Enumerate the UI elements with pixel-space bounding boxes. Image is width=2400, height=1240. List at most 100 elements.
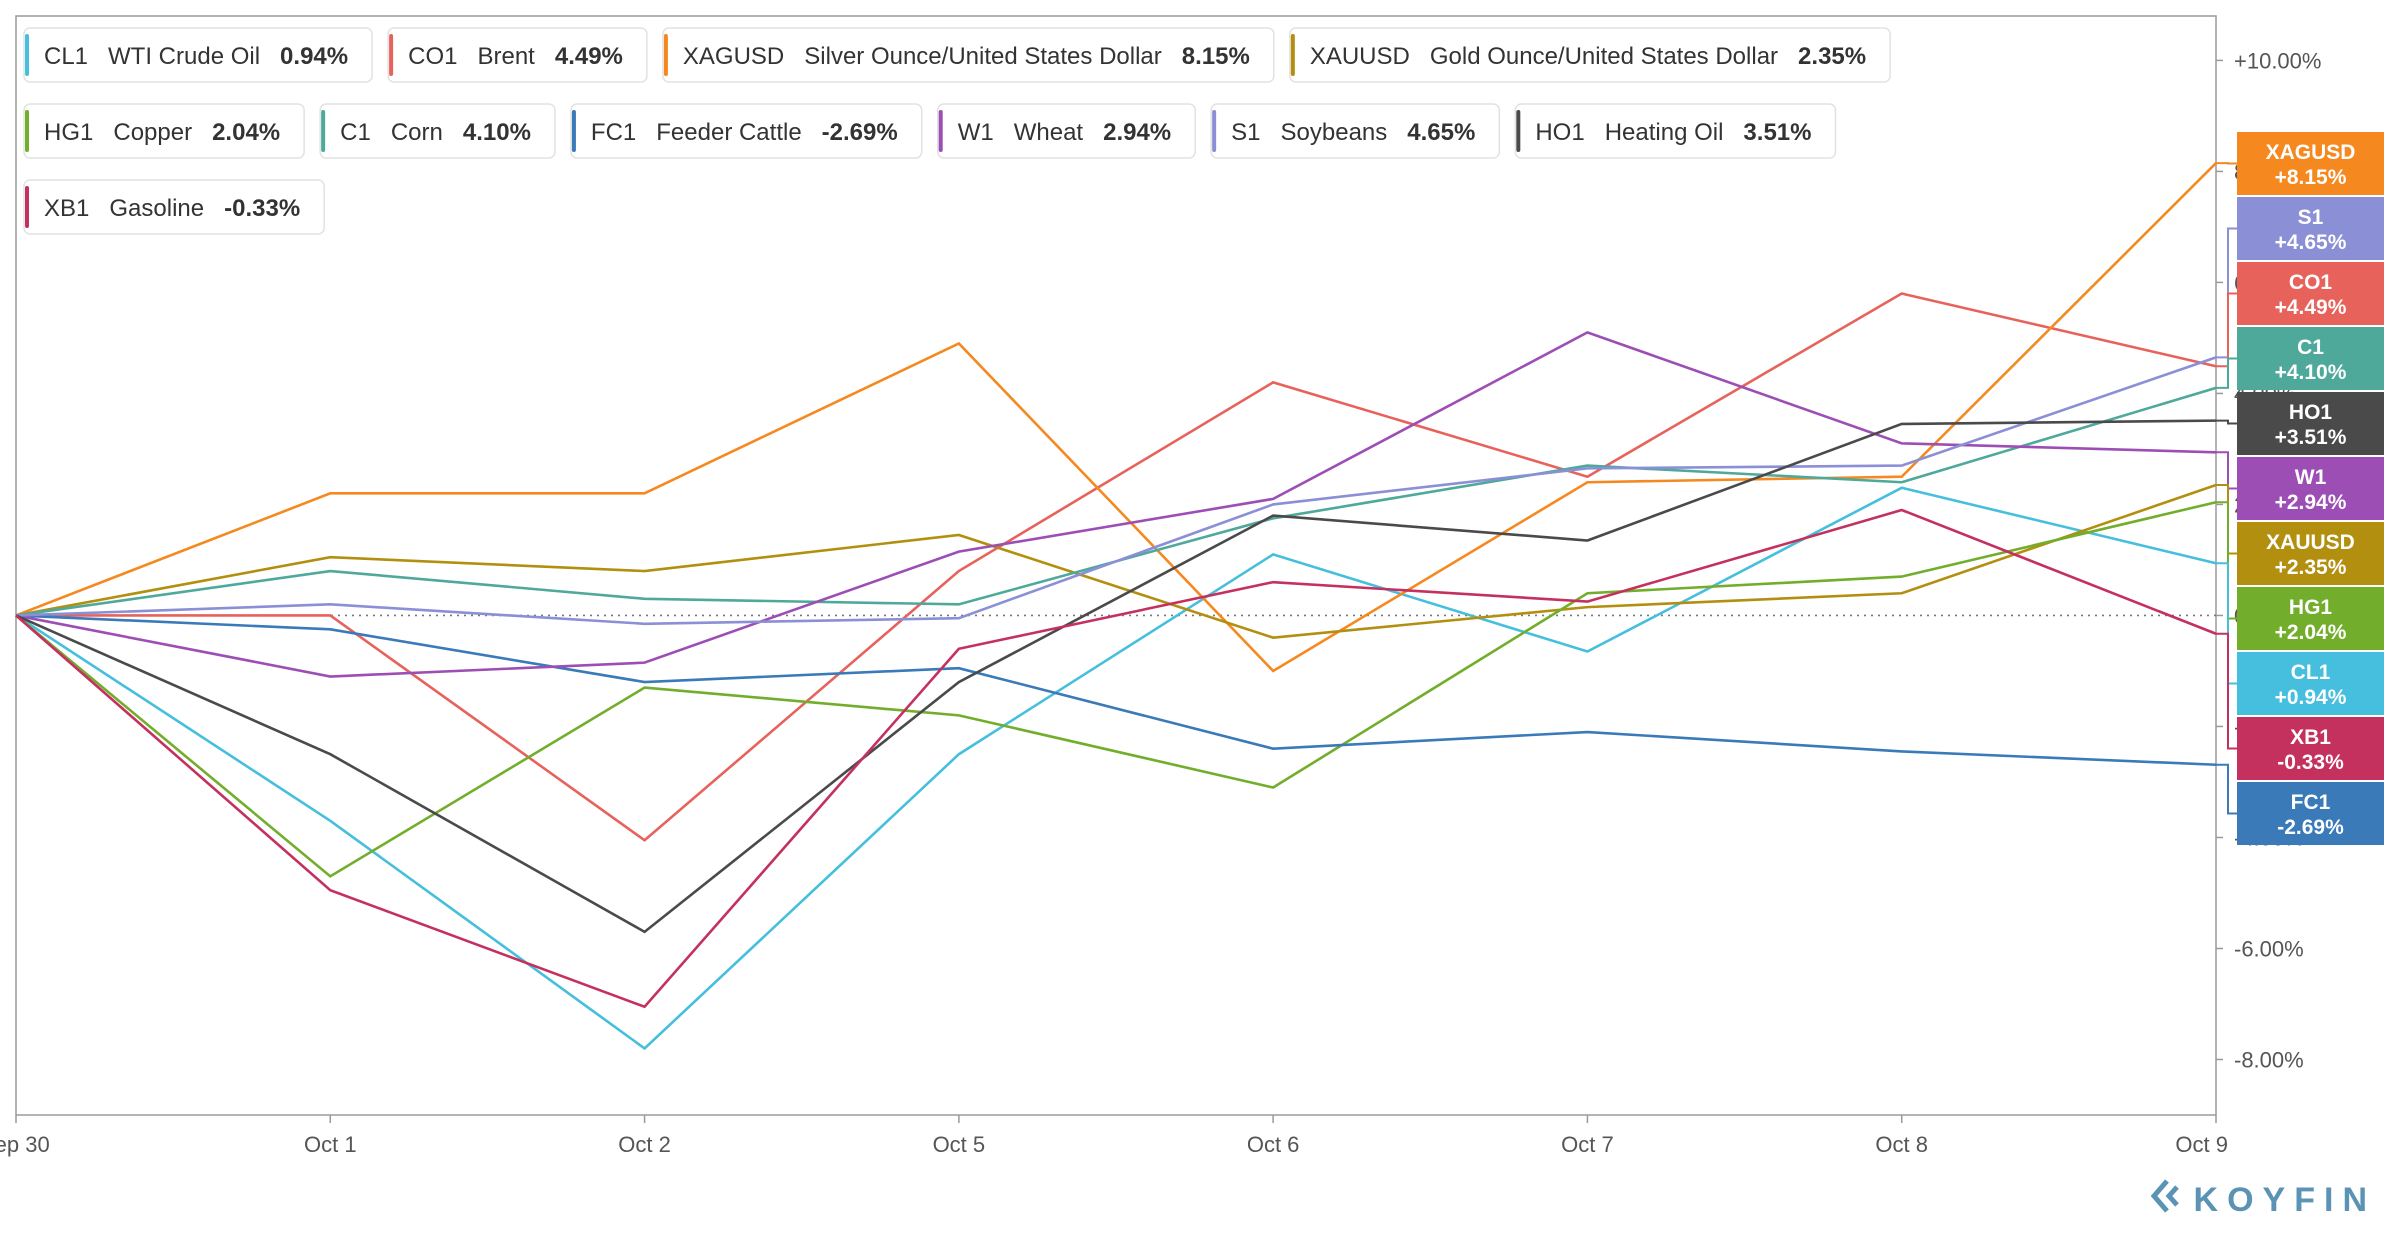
x-tick-label: Oct 7 <box>1561 1132 1614 1157</box>
legend-change: 4.49% <box>555 43 623 70</box>
tag-code: XB1 <box>2290 726 2331 749</box>
last-value-tag-hg1 <box>2237 587 2384 650</box>
series-line-xb1 <box>15 508 2217 1009</box>
legend-name: Brent <box>477 43 535 70</box>
series-line-w1 <box>15 330 2217 678</box>
last-value-tag-xagusd <box>2237 132 2384 195</box>
legend-name: Soybeans <box>1281 119 1388 146</box>
legend-chip-bg <box>936 103 1196 159</box>
tag-change: -0.33% <box>2277 751 2344 774</box>
koyfin-logo: KOYFIN <box>2150 1179 2376 1222</box>
x-tick-label: Oct 5 <box>933 1132 986 1157</box>
tag-connector <box>2216 357 2237 389</box>
legend-chip-bg <box>387 27 648 83</box>
legend-item-co1[interactable]: CO1 Brent 4.49% <box>387 27 648 83</box>
tag-connector <box>2216 763 2237 815</box>
last-value-tag-xauusd <box>2237 522 2384 585</box>
tag-connector <box>2216 451 2237 490</box>
series-line-fc1 <box>15 614 2217 767</box>
x-axis: Sep 30 Oct 1 Oct 2 Oct 5 Oct 6 Oct 7 Oct 8 Oct … <box>0 1115 2228 1157</box>
legend-color-swatch <box>1290 34 1295 76</box>
legend-chip-bg <box>1514 103 1837 159</box>
legend-chip-bg <box>319 103 556 159</box>
legend-change: 2.04% <box>212 119 280 146</box>
tag-code: W1 <box>2295 466 2327 489</box>
series-line-hg1 <box>15 500 2217 878</box>
legend-change: 2.94% <box>1103 119 1171 146</box>
tag-code: C1 <box>2297 336 2324 359</box>
tag-code: XAUUSD <box>2266 531 2355 554</box>
last-value-tag-c1 <box>2237 327 2384 390</box>
legend-name: Silver Ounce/United States Dollar <box>804 43 1162 70</box>
legend-name: Corn <box>391 119 443 146</box>
x-tick-label: Oct 6 <box>1247 1132 1300 1157</box>
x-tick-label: Oct 1 <box>304 1132 357 1157</box>
legend-chip-bg <box>1289 27 1891 83</box>
series-line-ho1 <box>15 419 2217 934</box>
legend-item-xauusd[interactable]: XAUUSD Gold Ounce/United States Dollar 2.3… <box>1289 27 1891 83</box>
legend-item-xb1[interactable]: XB1 Gasoline -0.33% <box>23 179 325 235</box>
legend-item-fc1[interactable]: FC1 Feeder Cattle -2.69% <box>570 103 923 159</box>
tag-change: -2.69% <box>2277 816 2344 839</box>
last-value-tag-w1 <box>2237 457 2384 520</box>
legend-change: 2.35% <box>1798 43 1866 70</box>
tag-connector <box>2216 292 2237 368</box>
legend-color-swatch <box>25 34 29 76</box>
x-tick-label: Oct 9 <box>2175 1132 2228 1157</box>
x-tick-label: Oct 2 <box>618 1132 671 1157</box>
legend-color-swatch <box>571 110 576 152</box>
legend-code: S1 <box>1231 119 1260 146</box>
legend-color-swatch <box>25 110 29 152</box>
tag-code: S1 <box>2298 206 2324 229</box>
tag-change: +4.10% <box>2275 361 2347 384</box>
series-line-co1 <box>16 292 2217 842</box>
legend-name: WTI Crude Oil <box>108 43 260 70</box>
legend-change: -2.69% <box>822 119 898 146</box>
legend-item-w1[interactable]: W1 Wheat 2.94% <box>936 103 1196 159</box>
legend-change: 4.65% <box>1407 119 1475 146</box>
legend-code: CL1 <box>44 43 88 70</box>
legend-chip-bg <box>570 103 923 159</box>
legend: CL1 WTI Crude Oil 0.94% CO1 Brent 4.49% XAGUSD… <box>23 27 1891 235</box>
tag-code: HO1 <box>2289 401 2333 424</box>
plot-frame <box>15 15 2217 1116</box>
tag-change: +4.49% <box>2275 296 2347 319</box>
tag-code: CO1 <box>2289 271 2333 294</box>
legend-item-hg1[interactable]: HG1 Copper 2.04% <box>23 103 305 159</box>
series-line-cl1 <box>15 486 2217 1051</box>
legend-item-xagusd[interactable]: XAGUSD Silver Ounce/United States Dollar 8… <box>662 27 1275 83</box>
legend-item-cl1[interactable]: CL1 WTI Crude Oil 0.94% <box>23 27 373 83</box>
legend-name: Gasoline <box>109 195 204 222</box>
tag-change: +2.35% <box>2275 556 2347 579</box>
legend-color-swatch <box>1212 110 1217 152</box>
tag-change: +4.65% <box>2275 231 2347 254</box>
legend-change: 0.94% <box>280 43 348 70</box>
legend-code: HG1 <box>44 119 93 146</box>
legend-name: Gold Ounce/United States Dollar <box>1430 43 1778 70</box>
series-line-xagusd <box>15 162 2217 673</box>
tag-code: HG1 <box>2289 596 2333 619</box>
legend-name: Feeder Cattle <box>656 119 801 146</box>
tag-change: +8.15% <box>2275 166 2347 189</box>
brand-name: KOYFIN <box>2193 1181 2376 1219</box>
legend-chip-bg <box>23 27 373 83</box>
legend-change: -0.33% <box>224 195 300 222</box>
legend-code: C1 <box>340 119 371 146</box>
tag-change: +2.04% <box>2275 621 2347 644</box>
tag-connector <box>2216 419 2237 425</box>
x-tick-label: Sep 30 <box>0 1132 50 1157</box>
legend-item-c1[interactable]: C1 Corn 4.10% <box>319 103 556 159</box>
legend-name: Wheat <box>1014 119 1084 146</box>
last-value-tag-s1 <box>2237 197 2384 260</box>
legend-code: W1 <box>958 119 994 146</box>
legend-change: 3.51% <box>1743 119 1811 146</box>
legend-color-swatch <box>25 186 29 228</box>
legend-chip-bg <box>23 179 325 235</box>
legend-name: Copper <box>113 119 192 146</box>
legend-item-s1[interactable]: S1 Soybeans 4.65% <box>1210 103 1501 159</box>
y-tick-label: +10.00% <box>2234 48 2321 73</box>
legend-code: XB1 <box>44 195 89 222</box>
legend-name: Heating Oil <box>1605 119 1724 146</box>
legend-item-ho1[interactable]: HO1 Heating Oil 3.51% <box>1514 103 1837 159</box>
